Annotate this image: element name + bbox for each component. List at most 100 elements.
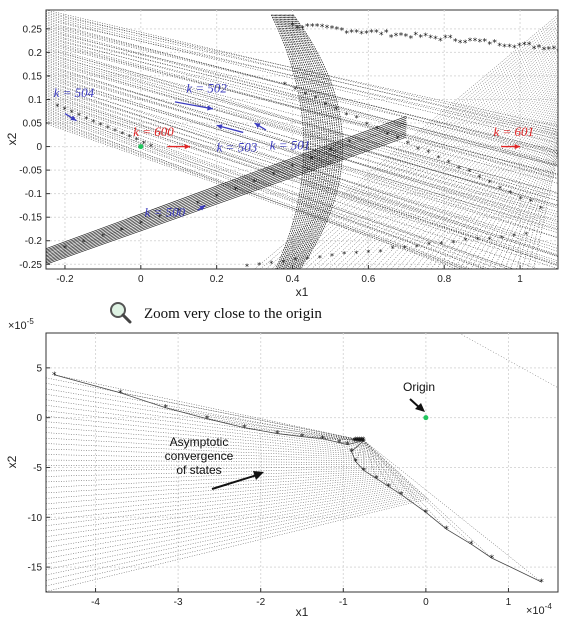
state-marker: * <box>234 185 238 194</box>
bottom-markers: ********************** * * * ************ <box>52 371 544 588</box>
magnifier-icon <box>110 302 132 324</box>
top-x-ticks: -0.2 0 0.2 0.4 0.6 0.8 1 <box>56 265 523 285</box>
state-marker: * <box>275 430 280 440</box>
trajectory-line <box>46 92 558 266</box>
trajectory-line <box>46 118 472 269</box>
trajectory-line <box>46 17 558 144</box>
trajectory-line <box>46 69 558 225</box>
trajectory-line <box>373 73 558 269</box>
bottom-y-axis-label: x2 <box>5 455 19 468</box>
state-marker: * <box>539 578 544 588</box>
state-marker: * <box>149 142 153 151</box>
trajectory-line <box>476 124 558 269</box>
state-marker: * <box>293 86 297 95</box>
x-multiplier: ×10-4 <box>526 602 552 617</box>
state-marker: * <box>315 22 320 32</box>
trajectory-line <box>46 477 406 516</box>
trajectory-line <box>46 454 388 462</box>
y-tick-label: -0.2 <box>25 236 43 247</box>
state-marker: * <box>385 130 389 139</box>
annotation-arrowhead <box>207 105 213 111</box>
state-marker: * <box>91 118 95 127</box>
trajectory-line <box>46 44 558 175</box>
k-annotation: k = 600 <box>133 124 174 139</box>
state-marker: * <box>478 38 483 48</box>
trajectory-line <box>46 24 558 152</box>
trajectory-line <box>458 333 558 389</box>
trajectory-line <box>46 21 558 158</box>
x-tick-label: -4 <box>91 597 100 608</box>
top-y-axis-label: x2 <box>5 132 19 145</box>
state-marker: * <box>345 441 350 451</box>
state-marker: * <box>507 43 512 53</box>
x-tick-label: -2 <box>256 597 265 608</box>
state-marker: * <box>426 148 430 157</box>
state-marker: * <box>396 134 400 143</box>
state-marker: * <box>324 101 328 110</box>
state-marker: * <box>353 436 357 445</box>
state-marker: * <box>394 32 399 42</box>
trajectory-line <box>368 71 558 269</box>
state-marker: * <box>443 34 448 44</box>
trajectory-line <box>46 111 501 269</box>
state-marker: * <box>542 46 547 56</box>
state-marker: * <box>355 436 359 445</box>
y-tick-label: -0.1 <box>25 189 43 200</box>
state-marker: * <box>518 195 522 204</box>
state-marker: * <box>196 200 200 209</box>
state-marker: * <box>416 146 420 155</box>
trajectory-line <box>46 100 558 264</box>
state-marker: * <box>453 38 458 48</box>
state-marker: * <box>529 198 533 207</box>
trajectory-line <box>46 489 419 559</box>
state-marker: * <box>502 43 507 53</box>
envelope-curve <box>286 14 332 269</box>
trajectory-line <box>413 93 558 269</box>
trajectory-line <box>396 85 558 269</box>
state-marker: * <box>335 26 340 36</box>
trajectory-line <box>46 448 386 461</box>
k-annotation: k = 504 <box>54 85 95 100</box>
state-marker: * <box>290 21 295 31</box>
state-marker: * <box>82 238 86 247</box>
trajectory-line <box>46 121 469 269</box>
trajectory-line <box>46 41 558 180</box>
k-annotation: k = 500 <box>145 204 186 219</box>
state-marker: * <box>403 244 407 253</box>
trajectory-line <box>385 79 558 269</box>
trajectory-line <box>46 102 558 265</box>
state-marker: * <box>257 261 261 270</box>
trajectory-line <box>46 60 558 206</box>
trajectory-line <box>46 494 424 576</box>
trajectory-line <box>46 497 427 587</box>
trajectory-line <box>46 467 394 477</box>
trajectory-line <box>46 37 558 167</box>
envelope-curve <box>278 14 318 269</box>
bottom-x-ticks: -4 -3 -2 -1 0 1 <box>91 588 512 608</box>
state-marker: * <box>488 178 492 187</box>
trajectory-line <box>46 488 417 554</box>
state-marker: * <box>328 146 332 155</box>
state-marker: * <box>512 44 517 54</box>
envelope-curve <box>270 14 305 269</box>
state-marker: * <box>242 424 247 434</box>
trajectory-line <box>46 110 515 269</box>
trajectory-line <box>46 437 383 458</box>
state-marker: * <box>527 41 532 51</box>
state-marker: * <box>483 37 488 47</box>
bottom-x-axis-label: x1 <box>296 605 309 619</box>
state-marker: * <box>55 103 59 112</box>
state-marker: * <box>444 525 449 535</box>
x-tick-label: 0.4 <box>286 274 300 285</box>
trajectory-line <box>46 29 558 166</box>
state-marker: * <box>344 111 348 120</box>
state-marker: * <box>353 458 358 468</box>
trajectory-line <box>351 62 558 269</box>
state-marker: * <box>355 435 359 444</box>
state-marker: * <box>389 33 394 43</box>
trajectory-line <box>46 22 558 154</box>
state-marker: * <box>330 252 334 261</box>
trajectory-line <box>447 110 558 269</box>
trajectory-line <box>46 108 485 269</box>
trajectory-line <box>46 34 558 163</box>
